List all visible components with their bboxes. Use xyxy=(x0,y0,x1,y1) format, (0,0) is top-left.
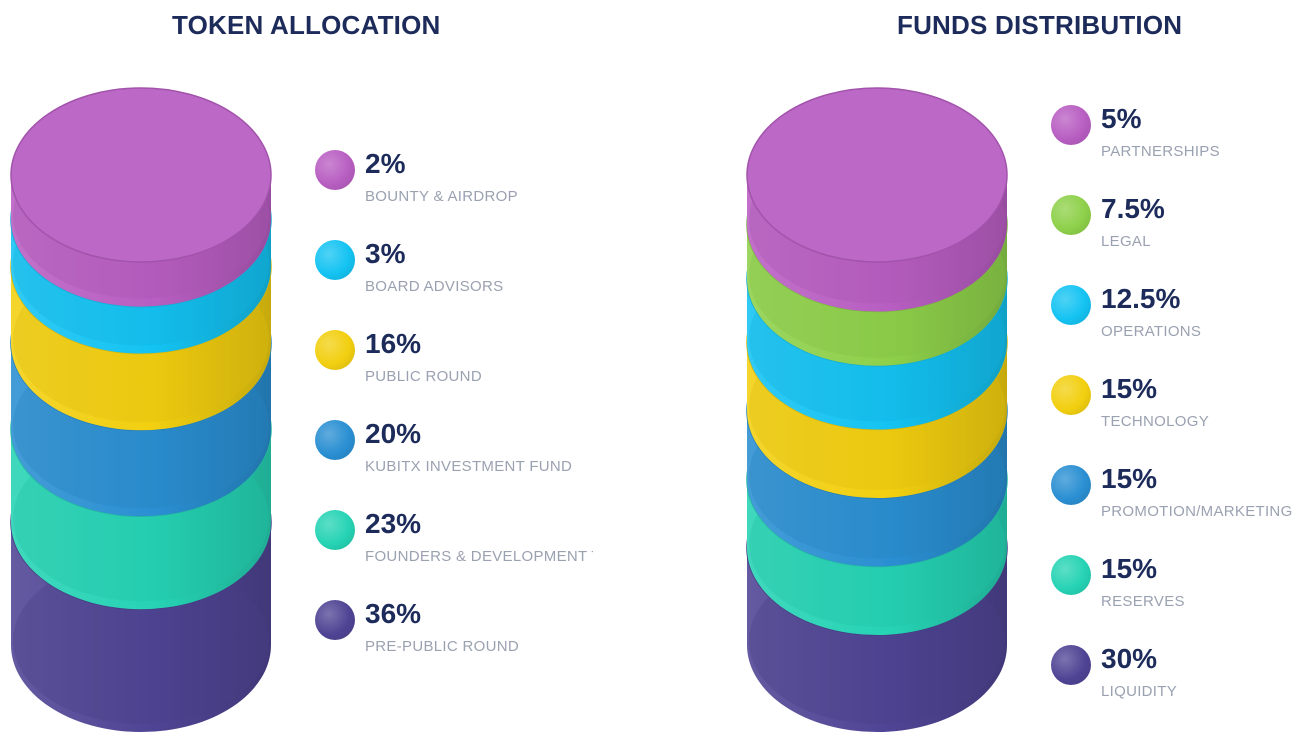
token-legend-value: 23% xyxy=(365,508,422,539)
token-legend-label: BOUNTY & AIRDROP xyxy=(365,188,518,205)
token-segment-pre-public-round-band xyxy=(13,558,269,724)
funds-legend-label: OPERATIONS xyxy=(1101,323,1202,340)
funds-segment-partnerships xyxy=(746,87,1008,312)
funds-legend-value: 15% xyxy=(1101,553,1158,584)
token-legend-label: PRE-PUBLIC ROUND xyxy=(365,638,519,655)
funds-legend-value: 7.5% xyxy=(1101,193,1165,224)
token-legend-dot xyxy=(315,330,355,370)
token-legend-value: 2% xyxy=(365,148,406,179)
token-legend-dot xyxy=(315,240,355,280)
token-allocation-title: TOKEN ALLOCATION xyxy=(172,10,441,40)
token-legend-dot xyxy=(315,510,355,550)
funds-legend-label: PARTNERSHIPS xyxy=(1101,143,1220,160)
funds-legend-label: LEGAL xyxy=(1101,233,1151,250)
token-legend-label: FOUNDERS & DEVELOPMENT TEAM xyxy=(365,548,593,565)
token-legend-value: 16% xyxy=(365,328,422,359)
funds-legend-value: 12.5% xyxy=(1101,283,1181,314)
funds-legend-dot xyxy=(1051,285,1091,325)
token-segment-bounty-airdrop-top xyxy=(10,87,272,263)
funds-legend-label: LIQUIDITY xyxy=(1101,683,1178,700)
funds-legend-label: RESERVES xyxy=(1101,593,1185,610)
token-legend-value: 36% xyxy=(365,598,422,629)
funds-legend-value: 15% xyxy=(1101,463,1158,494)
funds-legend-value: 5% xyxy=(1101,103,1142,134)
token-legend-label: PUBLIC ROUND xyxy=(365,368,482,385)
token-legend-dot xyxy=(315,600,355,640)
token-legend-value: 20% xyxy=(365,418,422,449)
token-legend-dot xyxy=(315,420,355,460)
token-legend-dot xyxy=(315,150,355,190)
funds-distribution-title: FUNDS DISTRIBUTION xyxy=(897,10,1183,40)
funds-legend-dot xyxy=(1051,555,1091,595)
funds-legend-dot xyxy=(1051,465,1091,505)
funds-legend-dot xyxy=(1051,645,1091,685)
token-segment-bounty-airdrop xyxy=(10,87,272,307)
funds-legend-label: TECHNOLOGY xyxy=(1101,413,1210,430)
token-legend-value: 3% xyxy=(365,238,406,269)
funds-segment-partnerships-top xyxy=(746,87,1008,263)
funds-legend-value: 30% xyxy=(1101,643,1158,674)
funds-legend-dot xyxy=(1051,375,1091,415)
funds-legend-dot xyxy=(1051,105,1091,145)
funds-legend-dot xyxy=(1051,195,1091,235)
token-legend-label: BOARD ADVISORS xyxy=(365,278,504,295)
token-legend-label: KUBITX INVESTMENT FUND xyxy=(365,458,573,475)
funds-legend-label: PROMOTION/MARKETING xyxy=(1101,503,1293,520)
funds-legend-value: 15% xyxy=(1101,373,1158,404)
